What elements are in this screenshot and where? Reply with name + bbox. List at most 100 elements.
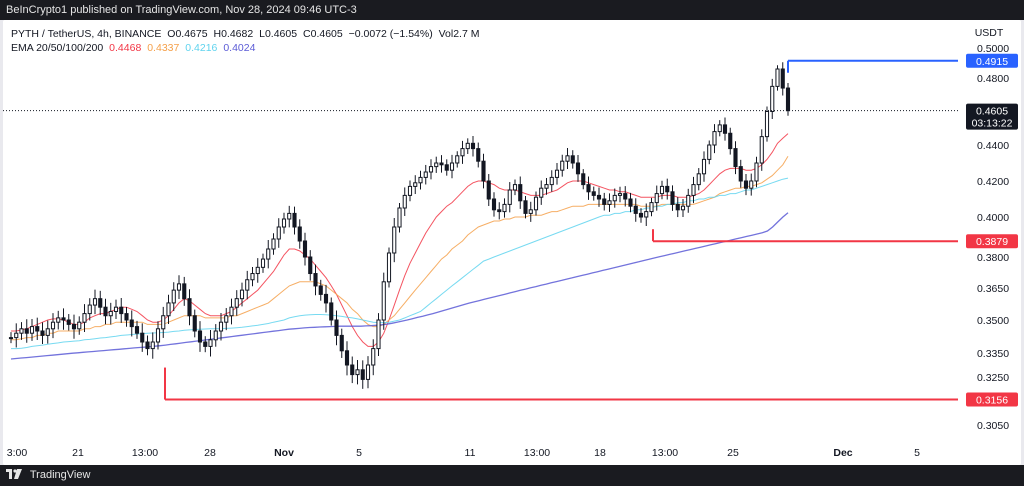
candle-body[interactable] [712, 131, 717, 146]
price-chart[interactable]: USDT 0.5000 0.4800 0.4400 0.4200 0.4000 0.3800… [3, 20, 1021, 465]
candle-body[interactable] [570, 155, 575, 164]
candle-body[interactable] [560, 160, 565, 171]
candle-body[interactable] [61, 317, 66, 321]
candle-body[interactable] [35, 326, 40, 332]
candle-body[interactable] [129, 319, 134, 328]
candle-body[interactable] [722, 124, 728, 134]
candle-body[interactable] [113, 306, 119, 312]
candle-body[interactable] [376, 319, 381, 350]
candle-body[interactable] [234, 298, 239, 308]
candle-body[interactable] [371, 348, 376, 366]
candle-body[interactable] [8, 337, 14, 340]
candle-body[interactable] [381, 281, 386, 321]
candle-body[interactable] [302, 240, 308, 258]
candle-body[interactable] [465, 142, 470, 150]
ema-label[interactable]: EMA 20/50/100/200 [11, 42, 104, 54]
candle-body[interactable] [71, 323, 77, 330]
candle-body[interactable] [208, 339, 213, 347]
candle-body[interactable] [602, 198, 607, 205]
candle-body[interactable] [785, 87, 791, 112]
candle-body[interactable] [103, 306, 108, 317]
candle-body[interactable] [297, 226, 302, 242]
candle-body[interactable] [171, 289, 176, 304]
candle-body[interactable] [491, 198, 497, 211]
candle-body[interactable] [686, 194, 691, 207]
candle-body[interactable] [654, 193, 659, 204]
candle-body[interactable] [507, 189, 512, 205]
candle-body[interactable] [56, 317, 61, 323]
candle-body[interactable] [392, 226, 397, 254]
candle-body[interactable] [19, 328, 24, 334]
candle-body[interactable] [203, 341, 208, 347]
candle-body[interactable] [512, 184, 518, 191]
candle-body[interactable] [612, 194, 617, 202]
candle-body[interactable] [318, 285, 323, 295]
candle-body[interactable] [428, 166, 434, 173]
candle-body[interactable] [271, 238, 276, 250]
candle-body[interactable] [334, 319, 339, 336]
candle-body[interactable] [607, 200, 612, 205]
candle-body[interactable] [266, 248, 271, 260]
candle-body[interactable] [276, 226, 281, 240]
candle-body[interactable] [124, 313, 129, 321]
candle-body[interactable] [544, 184, 549, 189]
candle-body[interactable] [696, 173, 701, 186]
candle-body[interactable] [365, 364, 371, 380]
candle-body[interactable] [140, 332, 145, 343]
candle-body[interactable] [245, 279, 250, 291]
candle-body[interactable] [329, 302, 334, 321]
candle-body[interactable] [628, 198, 633, 207]
candle-body[interactable] [575, 162, 581, 175]
candle-body[interactable] [29, 326, 35, 334]
candle-body[interactable] [528, 209, 533, 214]
candle-body[interactable] [192, 315, 197, 332]
resistance-price-label[interactable]: 0.4915 [976, 56, 1008, 68]
support-lower-price-label[interactable]: 0.3156 [976, 395, 1008, 407]
candle-body[interactable] [680, 205, 686, 211]
candle-body[interactable] [134, 326, 140, 334]
candle-body[interactable] [439, 162, 444, 166]
candle-body[interactable] [50, 321, 56, 330]
candle-body[interactable] [444, 164, 449, 171]
candle-body[interactable] [313, 273, 318, 287]
candle-body[interactable] [759, 136, 764, 164]
candle-body[interactable] [224, 315, 229, 323]
candle-body[interactable] [108, 310, 113, 317]
candle-body[interactable] [145, 341, 150, 350]
candle-body[interactable] [780, 68, 785, 89]
candle-body[interactable] [187, 298, 192, 317]
candle-body[interactable] [87, 304, 92, 315]
candle-body[interactable] [407, 185, 413, 196]
candle-body[interactable] [670, 191, 675, 205]
candle-body[interactable] [339, 334, 344, 352]
candle-body[interactable] [523, 200, 528, 214]
last-price-label[interactable]: 0.4605 [976, 106, 1008, 118]
candle-body[interactable] [733, 148, 738, 168]
candle-body[interactable] [623, 193, 628, 200]
candle-body[interactable] [24, 328, 29, 334]
candle-body[interactable] [707, 144, 712, 160]
candle-body[interactable] [40, 330, 45, 336]
candle-body[interactable] [350, 364, 355, 376]
candle-body[interactable] [45, 328, 50, 336]
candle-body[interactable] [308, 256, 313, 275]
candle-body[interactable] [738, 166, 743, 182]
candle-body[interactable] [287, 212, 292, 220]
candle-body[interactable] [218, 321, 224, 332]
candle-body[interactable] [14, 332, 19, 339]
candle-body[interactable] [665, 185, 670, 193]
candle-body[interactable] [633, 205, 638, 214]
candle-body[interactable] [691, 184, 696, 196]
candle-body[interactable] [539, 187, 544, 198]
candle-body[interactable] [197, 330, 203, 343]
candle-body[interactable] [743, 180, 749, 189]
candle-body[interactable] [754, 162, 759, 182]
candle-body[interactable] [497, 209, 502, 213]
candle-body[interactable] [292, 212, 297, 228]
candle-body[interactable] [775, 68, 780, 87]
candle-body[interactable] [728, 132, 733, 150]
candle-body[interactable] [260, 258, 266, 268]
candle-body[interactable] [533, 196, 539, 211]
candle-body[interactable] [476, 148, 481, 162]
chart-panel[interactable]: USDT 0.5000 0.4800 0.4400 0.4200 0.4000 0.3800… [3, 20, 1021, 465]
